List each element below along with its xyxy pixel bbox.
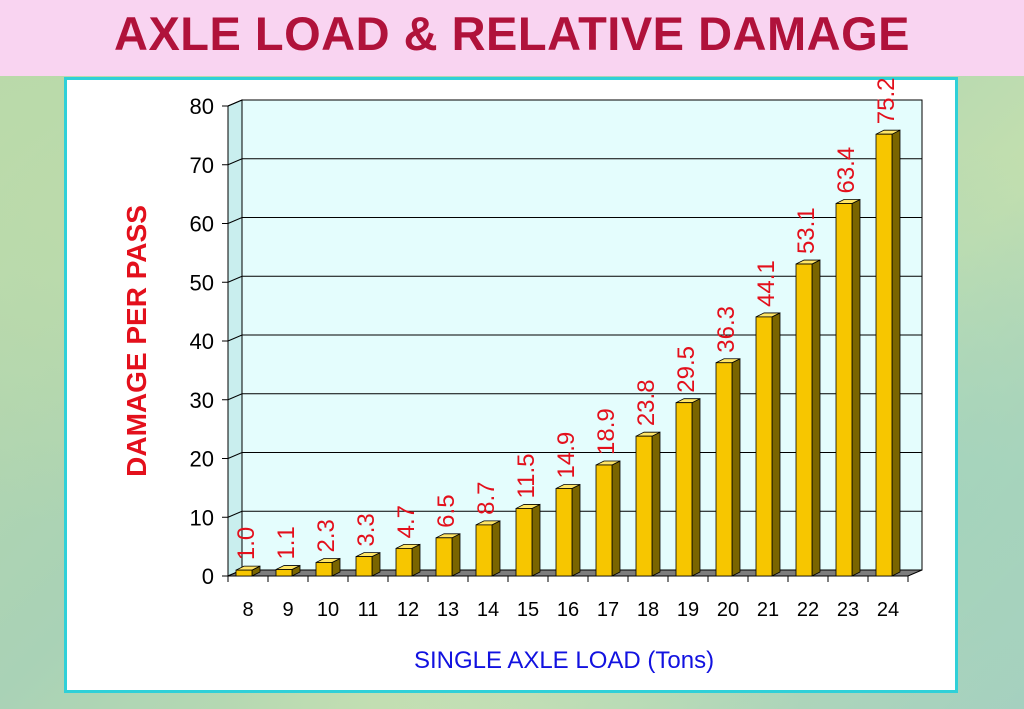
gridline bbox=[227, 217, 922, 224]
bar-side bbox=[651, 431, 661, 577]
bar-side bbox=[731, 358, 741, 577]
y-axis-title: DAMAGE PER PASS bbox=[121, 205, 152, 477]
bar bbox=[675, 402, 693, 577]
gridline bbox=[227, 393, 922, 401]
x-tick-label: 20 bbox=[717, 599, 739, 621]
data-label: 53.1 bbox=[793, 207, 820, 254]
data-label: 6.5 bbox=[433, 494, 460, 527]
gridline bbox=[227, 158, 922, 166]
y-tick-label: 40 bbox=[190, 329, 214, 354]
data-label: 3.3 bbox=[353, 513, 380, 546]
data-label: 1.1 bbox=[273, 526, 300, 559]
bar bbox=[435, 537, 453, 577]
y-tick-label: 10 bbox=[190, 505, 214, 530]
x-tick-label: 8 bbox=[242, 599, 253, 621]
gridline bbox=[227, 275, 922, 283]
x-tick-label: 19 bbox=[677, 599, 699, 621]
data-label: 29.5 bbox=[673, 346, 700, 393]
bar-side bbox=[691, 398, 701, 577]
x-tick-label: 23 bbox=[837, 599, 859, 621]
bar bbox=[635, 435, 653, 577]
bar-side bbox=[771, 312, 781, 577]
data-label: 75.2 bbox=[873, 77, 900, 124]
bar bbox=[595, 464, 613, 577]
bar-side bbox=[851, 198, 861, 577]
data-label: 1.0 bbox=[233, 527, 260, 560]
y-tick-label: 20 bbox=[190, 447, 214, 472]
x-tick-label: 15 bbox=[517, 599, 539, 621]
data-label: 14.9 bbox=[553, 432, 580, 479]
gridline bbox=[227, 334, 922, 342]
data-label: 36.3 bbox=[713, 306, 740, 353]
bar bbox=[475, 524, 493, 577]
bar-side bbox=[571, 483, 581, 577]
y-tick-label: 70 bbox=[190, 153, 214, 178]
data-label: 2.3 bbox=[313, 519, 340, 552]
x-tick-label: 14 bbox=[477, 599, 499, 621]
gridline bbox=[227, 99, 922, 107]
bar-side bbox=[891, 129, 901, 577]
x-tick-label: 13 bbox=[437, 599, 459, 621]
x-tick-label: 21 bbox=[757, 599, 779, 621]
bar-side bbox=[491, 520, 501, 577]
bar bbox=[515, 508, 533, 577]
slide-title: AXLE LOAD & RELATIVE DAMAGE bbox=[114, 7, 910, 60]
data-label: 11.5 bbox=[513, 454, 540, 499]
x-tick-label: 9 bbox=[282, 599, 293, 621]
bar bbox=[275, 569, 293, 577]
title-band bbox=[0, 0, 1024, 76]
data-label: 8.7 bbox=[473, 482, 500, 515]
x-tick-label: 11 bbox=[358, 599, 379, 621]
bar bbox=[835, 203, 853, 577]
bar-side bbox=[611, 460, 621, 577]
bar bbox=[875, 133, 893, 577]
x-axis-title: SINGLE AXLE LOAD (Tons) bbox=[414, 647, 714, 674]
data-label: 4.7 bbox=[393, 505, 420, 538]
data-label: 63.4 bbox=[833, 147, 860, 194]
bar bbox=[755, 316, 773, 577]
x-tick-label: 16 bbox=[557, 599, 579, 621]
x-tick-label: 22 bbox=[797, 599, 819, 621]
y-tick-label: 80 bbox=[190, 94, 214, 119]
bar-side bbox=[411, 543, 421, 577]
y-tick-label: 0 bbox=[202, 564, 214, 589]
x-tick-label: 18 bbox=[637, 599, 659, 621]
data-label: 44.1 bbox=[753, 260, 780, 307]
bar-side bbox=[531, 503, 541, 577]
bar bbox=[355, 556, 373, 577]
bar bbox=[715, 362, 733, 577]
bar-side bbox=[811, 259, 821, 577]
bar bbox=[315, 562, 333, 577]
x-tick-label: 17 bbox=[597, 599, 619, 621]
y-tick-label: 60 bbox=[190, 212, 214, 237]
data-label: 23.8 bbox=[633, 379, 660, 426]
x-tick-label: 24 bbox=[877, 599, 899, 621]
data-label: 18.9 bbox=[593, 408, 620, 455]
bar-side bbox=[451, 533, 461, 577]
y-tick-label: 30 bbox=[190, 388, 214, 413]
bar bbox=[795, 263, 813, 577]
x-tick-label: 12 bbox=[397, 599, 419, 621]
x-tick-label: 10 bbox=[317, 599, 339, 621]
y-tick-label: 50 bbox=[190, 270, 214, 295]
bar bbox=[235, 569, 253, 577]
bar bbox=[395, 547, 413, 577]
bar bbox=[555, 488, 573, 577]
